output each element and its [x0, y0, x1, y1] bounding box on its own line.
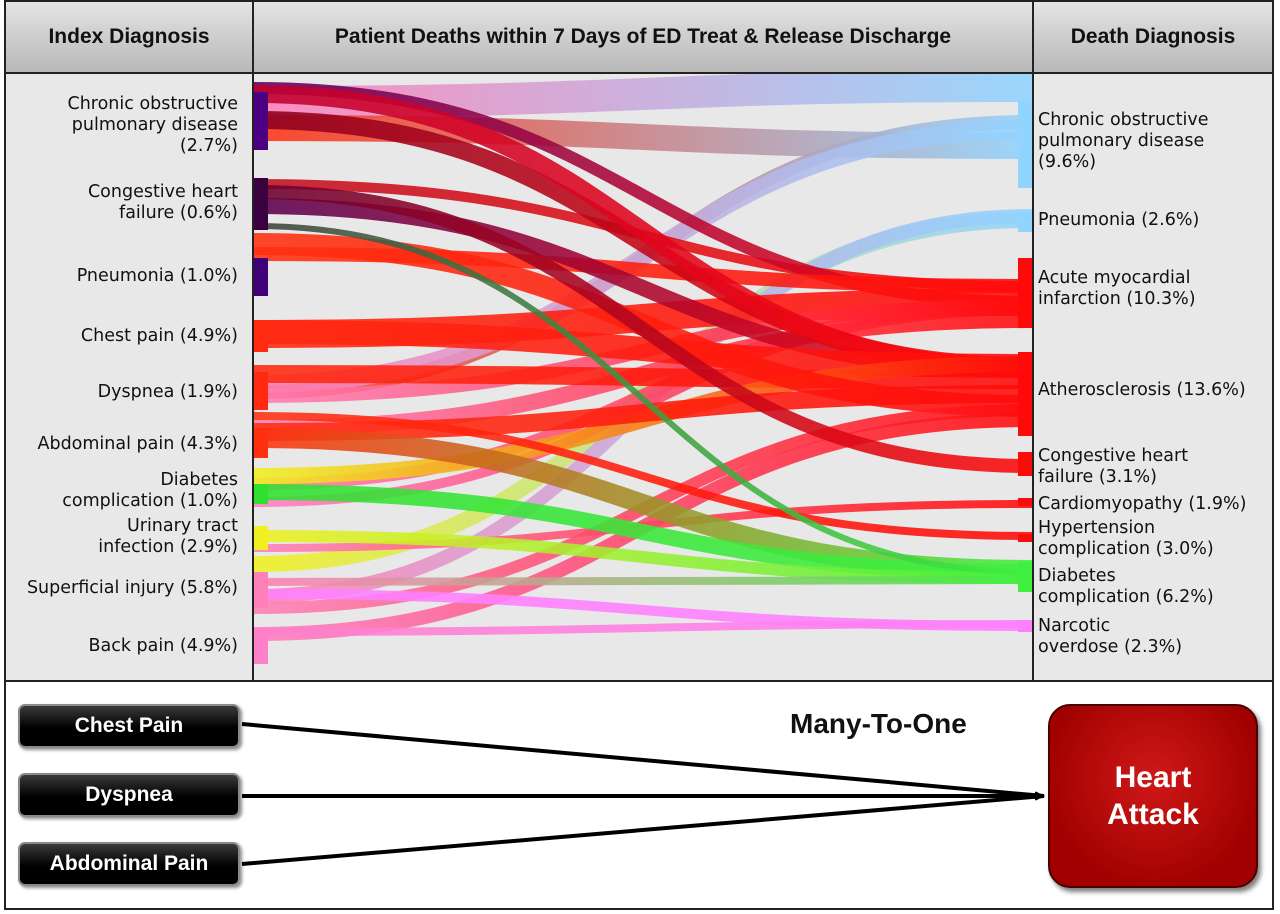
death-diagnosis-3: Atherosclerosis (13.6%): [1038, 380, 1246, 401]
header-index-diagnosis: Index Diagnosis: [6, 2, 254, 74]
divider-right: [1032, 2, 1034, 680]
death-diagnosis-0: Chronic obstructive pulmonary disease (9.6…: [1038, 110, 1209, 173]
death-diagnosis-4-line-0: Congestive heart: [1038, 446, 1189, 466]
header-middle: Patient Deaths within 7 Days of ED Treat…: [254, 2, 1034, 74]
index-diagnosis-2: Pneumonia (1.0%): [77, 266, 238, 287]
index-node-6: [254, 484, 268, 504]
death-diagnosis-5: Cardiomyopathy (1.9%): [1038, 494, 1246, 515]
death-diagnosis-3-line-0: Atherosclerosis (13.6%): [1038, 380, 1246, 400]
index-node-5: [254, 430, 268, 458]
index-node-8: [254, 572, 268, 608]
index-node-9: [254, 628, 268, 664]
arrow-0: [241, 722, 1045, 800]
many-to-one-arrows: [241, 722, 1045, 866]
index-diagnosis-7-line-0: Urinary tract: [126, 516, 238, 536]
index-diagnosis-3-line-0: Chest pain (4.9%): [80, 326, 238, 346]
index-diagnosis-0-line-1: pulmonary disease: [71, 115, 238, 135]
index-node-3: [254, 320, 268, 352]
death-diagnosis-4-line-1: failure (3.1%): [1038, 467, 1157, 487]
index-diagnosis-1-line-0: Congestive heart: [87, 182, 238, 202]
index-diagnosis-5-line-0: Abdominal pain (4.3%): [37, 434, 238, 454]
index-diagnosis-6-line-1: complication (1.0%): [62, 491, 238, 511]
death-node-7: [1018, 562, 1032, 592]
sankey-flow-26: [254, 412, 1032, 540]
death-diagnosis-6: Hypertension complication (3.0%): [1038, 518, 1214, 560]
sankey-flows: [254, 74, 1032, 664]
death-node-4: [1018, 452, 1032, 476]
figure-frame: Index Diagnosis Patient Deaths within 7 …: [4, 0, 1274, 910]
death-node-0: [1018, 100, 1032, 188]
death-diagnosis-2: Acute myocardial infarction (10.3%): [1038, 268, 1196, 310]
index-node-4: [254, 372, 268, 410]
index-diagnosis-1: Congestive heart failure (0.6%): [88, 182, 238, 224]
index-node-0: [254, 92, 268, 150]
sankey-flow-30: [254, 576, 1032, 586]
death-diagnosis-8-line-0: Narcotic: [1038, 616, 1111, 636]
sankey-flow-28: [254, 484, 1032, 580]
sankey-flow-32: [254, 223, 1032, 575]
index-diagnosis-6-line-0: Diabetes: [160, 470, 238, 490]
index-node-2: [254, 258, 268, 296]
source-dyspnea: Dyspnea: [18, 773, 240, 817]
header-death-diagnosis: Death Diagnosis: [1034, 2, 1272, 74]
sankey-flow-33: [254, 620, 1032, 636]
index-diagnosis-7: Urinary tract infection (2.9%): [98, 516, 238, 558]
death-node-5: [1018, 498, 1032, 506]
arrow-2: [241, 792, 1045, 866]
index-diagnosis-0-line-0: Chronic obstructive: [67, 94, 238, 114]
source-abdominal-pain: Abdominal Pain: [18, 842, 240, 886]
index-node-1: [254, 178, 268, 230]
death-node-2: [1018, 258, 1032, 328]
sankey-flow-24: [254, 185, 1032, 473]
death-node-1: [1018, 214, 1032, 232]
index-diagnosis-0-line-2: (2.7%): [179, 136, 238, 156]
sankey-flow-29: [254, 530, 1032, 584]
sankey-flow-18: [254, 365, 1032, 389]
death-diagnosis-8: Narcotic overdose (2.3%): [1038, 616, 1182, 658]
index-diagnosis-4-line-0: Dyspnea (1.9%): [97, 382, 238, 402]
index-diagnosis-2-line-0: Pneumonia (1.0%): [76, 266, 238, 286]
death-diagnosis-2-line-0: Acute myocardial: [1038, 268, 1191, 288]
index-diagnosis-9: Back pain (4.9%): [88, 636, 238, 657]
index-diagnosis-5: Abdominal pain (4.3%): [37, 434, 238, 455]
index-diagnosis-1-line-1: failure (0.6%): [119, 203, 238, 223]
index-diagnosis-8-line-0: Superficial injury (5.8%): [26, 578, 238, 598]
death-diagnosis-5-line-0: Cardiomyopathy (1.9%): [1038, 494, 1247, 514]
death-diagnosis-4: Congestive heart failure (3.1%): [1038, 446, 1188, 488]
death-diagnosis-1-line-0: Pneumonia (2.6%): [1038, 210, 1200, 230]
index-diagnosis-0: Chronic obstructive pulmonary disease (2.7…: [67, 94, 238, 157]
death-diagnosis-0-line-1: pulmonary disease: [1038, 131, 1205, 151]
death-node-3: [1018, 352, 1032, 436]
death-diagnosis-7-line-0: Diabetes: [1038, 566, 1116, 586]
death-diagnosis-7: Diabetes complication (6.2%): [1038, 566, 1214, 608]
death-diagnosis-0-line-2: (9.6%): [1038, 152, 1097, 172]
death-node-8: [1018, 620, 1032, 632]
target-heart-attack: Heart Attack: [1048, 704, 1258, 888]
death-diagnosis-2-line-1: infarction (10.3%): [1038, 289, 1196, 309]
many-to-one-title: Many-To-One: [790, 708, 967, 739]
divider-left: [252, 2, 254, 680]
death-node-6: [1018, 534, 1032, 542]
death-diagnosis-1: Pneumonia (2.6%): [1038, 210, 1199, 231]
death-diagnosis-6-line-0: Hypertension: [1038, 518, 1156, 538]
index-diagnosis-3: Chest pain (4.9%): [81, 326, 238, 347]
index-diagnosis-4: Dyspnea (1.9%): [98, 382, 238, 403]
index-diagnosis-9-line-0: Back pain (4.9%): [88, 636, 238, 656]
index-diagnosis-7-line-1: infection (2.9%): [98, 537, 238, 557]
death-diagnosis-6-line-1: complication (3.0%): [1038, 539, 1214, 559]
index-diagnosis-8: Superficial injury (5.8%): [27, 578, 238, 599]
death-diagnosis-7-line-1: complication (6.2%): [1038, 587, 1214, 607]
source-chest-pain: Chest Pain: [18, 704, 240, 748]
death-diagnosis-8-line-1: overdose (2.3%): [1038, 637, 1183, 657]
death-diagnosis-0-line-0: Chronic obstructive: [1038, 110, 1209, 130]
index-diagnosis-6: Diabetes complication (1.0%): [62, 470, 238, 512]
index-node-7: [254, 526, 268, 550]
